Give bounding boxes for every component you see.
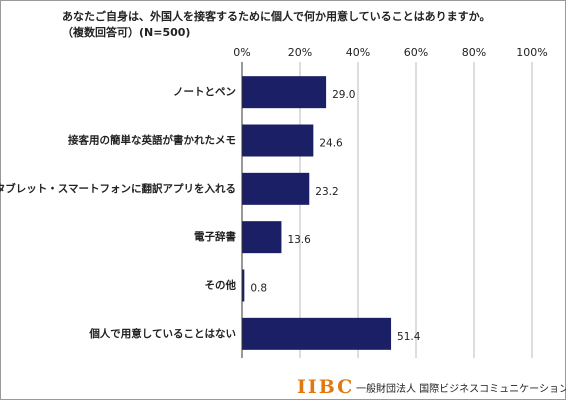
y-tick-label: 個人で用意していることはない xyxy=(88,327,236,340)
value-label: 29.0 xyxy=(332,89,355,101)
chart-title: あなたご自身は、外国人を接客するために個人で何か用意していることはありますか。 xyxy=(62,9,490,23)
y-tick-label: その他 xyxy=(205,279,237,292)
value-label: 24.6 xyxy=(319,138,343,150)
y-tick-label: 電子辞書 xyxy=(194,230,236,243)
bar xyxy=(242,317,392,350)
y-tick-label: 接客用の簡単な英語が書かれたメモ xyxy=(68,134,236,147)
bar xyxy=(242,269,245,302)
value-label: 23.2 xyxy=(315,186,338,198)
bar xyxy=(242,124,314,157)
x-tick-label: 80% xyxy=(462,46,486,59)
logo-brand: IIBC xyxy=(297,376,354,398)
logo-org: 一般財団法人 国際ビジネスコミュニケーション協会 xyxy=(356,382,566,395)
bar xyxy=(242,76,327,109)
y-tick-label: タブレット・スマートフォンに翻訳アプリを入れる xyxy=(0,182,236,195)
x-tick-label: 100% xyxy=(516,46,547,59)
x-tick-label: 60% xyxy=(404,46,428,59)
x-tick-label: 40% xyxy=(346,46,370,59)
y-tick-label: ノートとペン xyxy=(173,86,236,98)
bar xyxy=(242,221,282,254)
x-tick-label: 20% xyxy=(288,46,312,59)
chart-subtitle: （複数回答可）(N=500) xyxy=(62,25,190,39)
x-tick-label: 0% xyxy=(233,46,250,59)
value-label: 51.4 xyxy=(397,331,421,343)
value-label: 0.8 xyxy=(250,283,267,295)
bar xyxy=(242,172,310,205)
value-label: 13.6 xyxy=(287,234,311,246)
